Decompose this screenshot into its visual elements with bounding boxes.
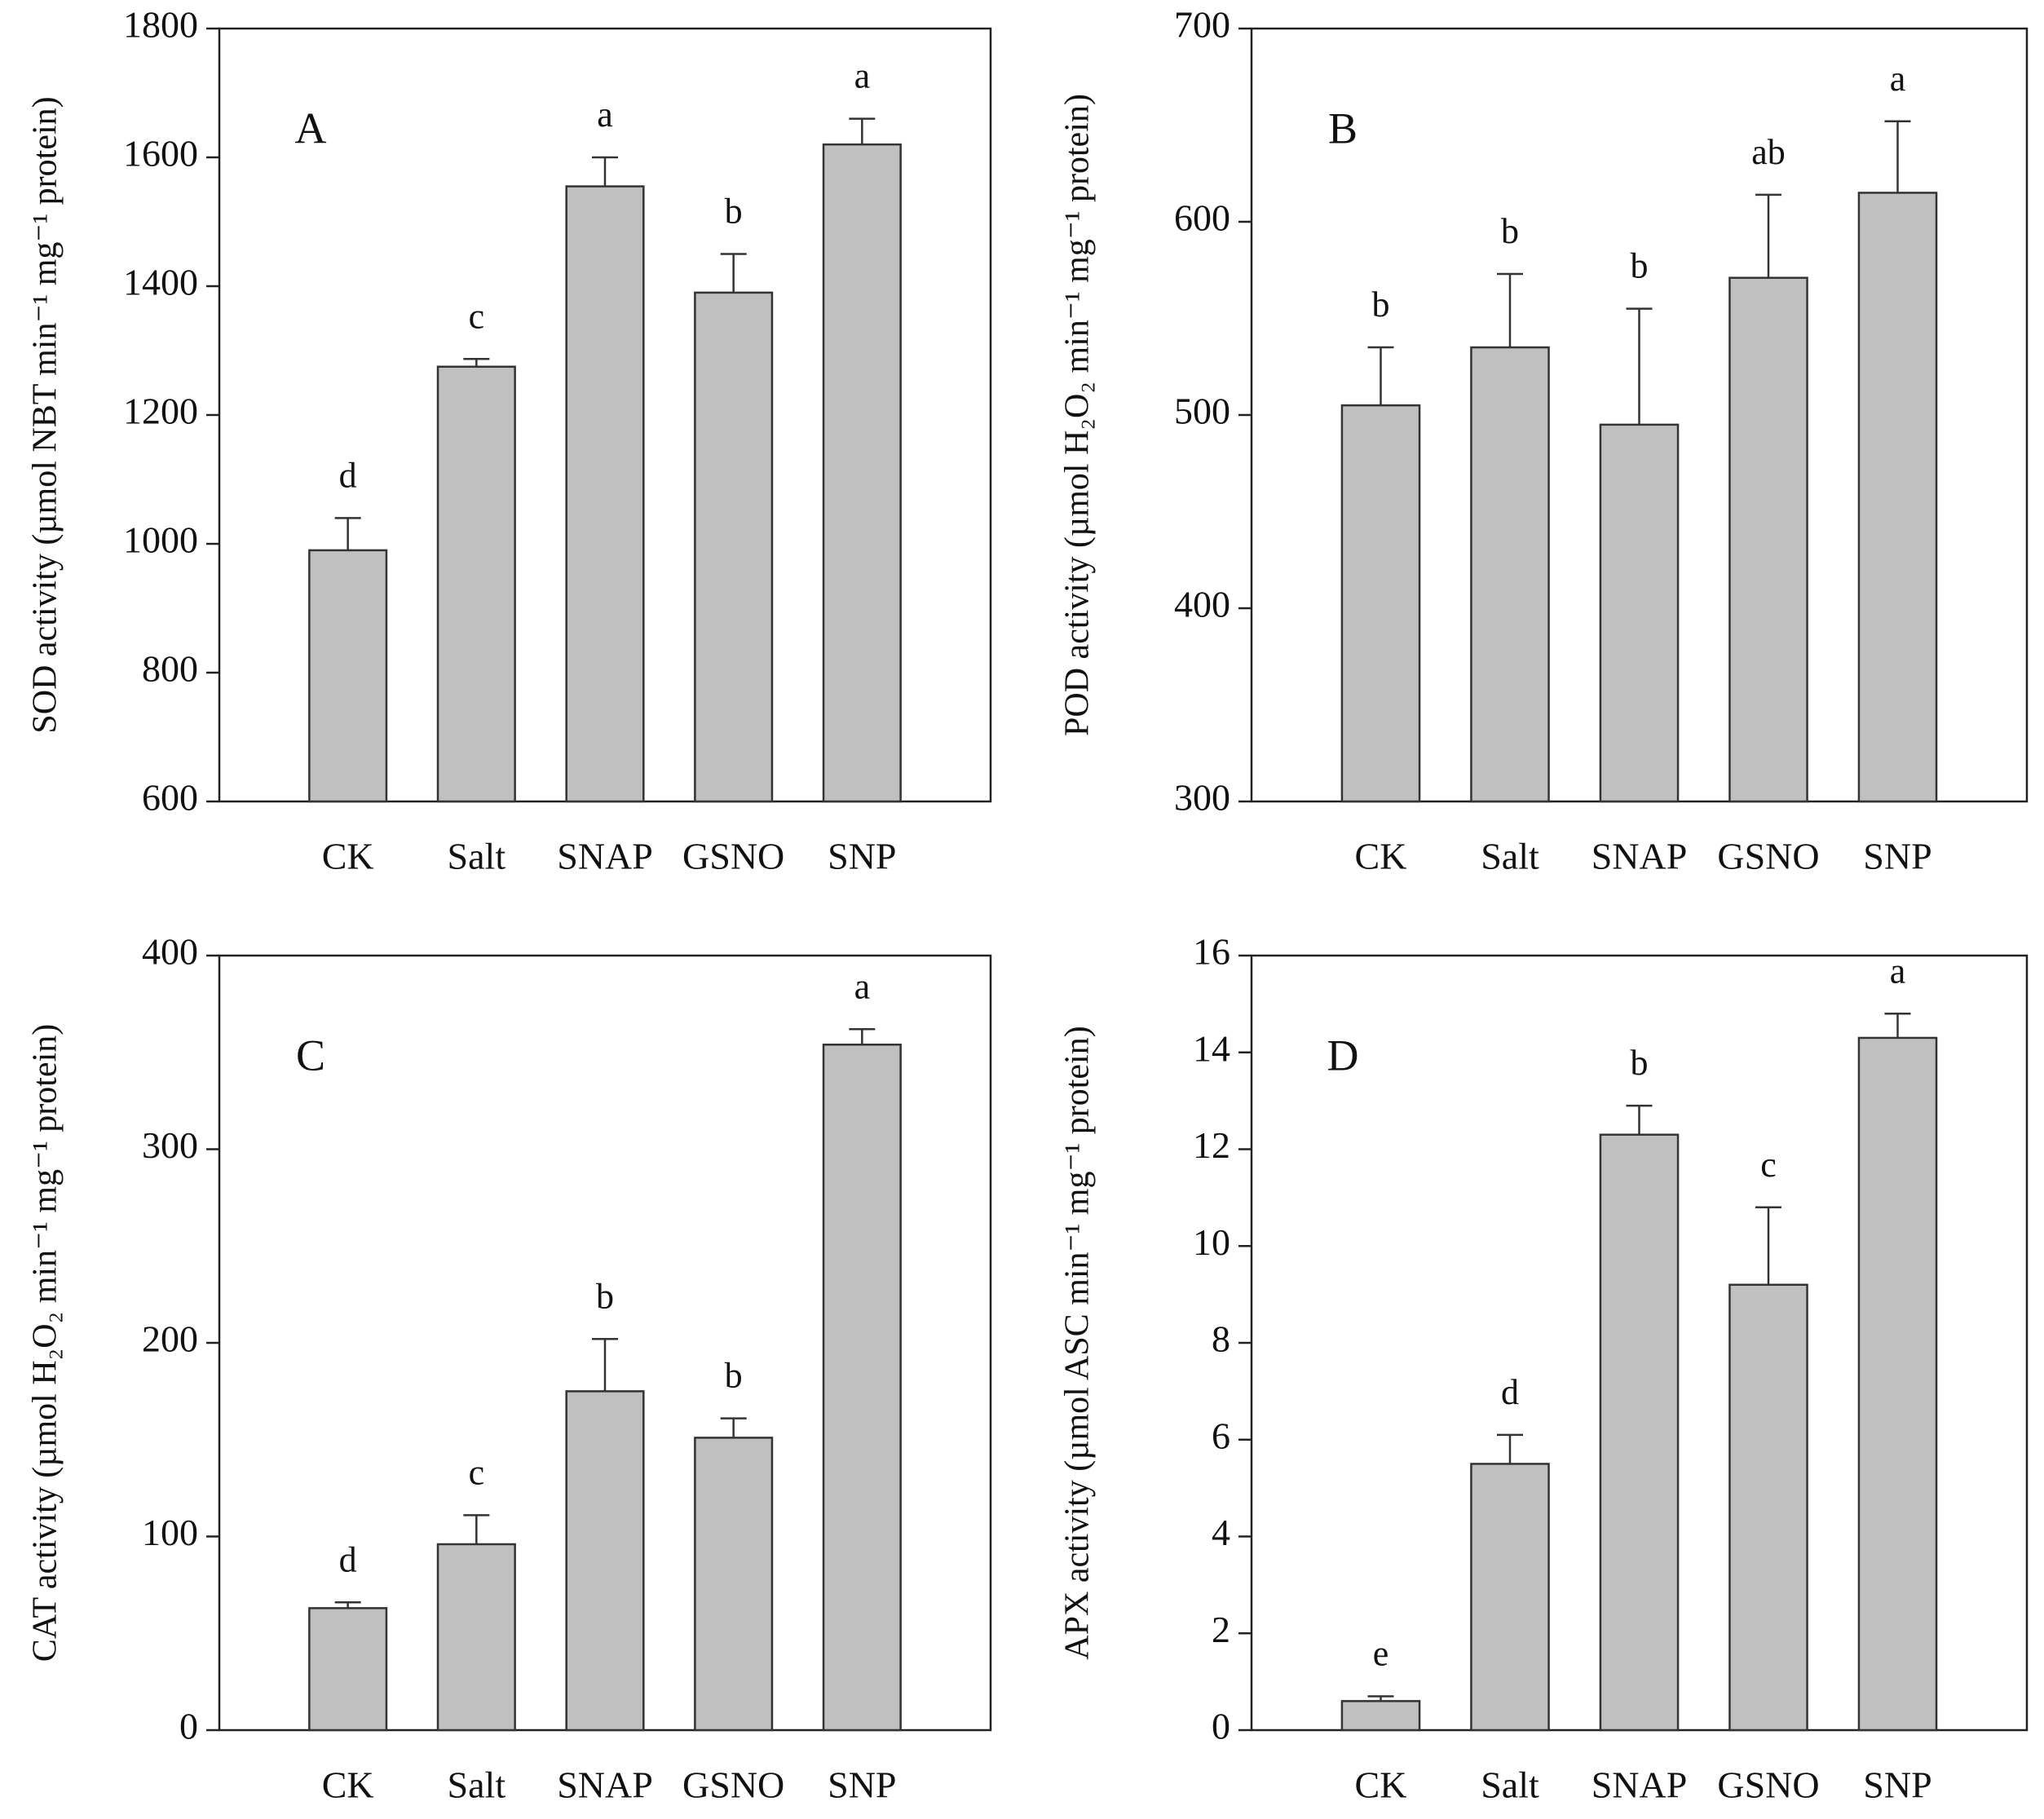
y-axis-label: POD activity (µmol H₂O₂ min⁻¹ mg⁻¹ prote… xyxy=(1059,94,1097,736)
significance-letter: b xyxy=(1372,285,1390,325)
bar xyxy=(565,1390,645,1732)
y-tick-label: 6 xyxy=(1212,1415,1230,1456)
y-tick-label: 14 xyxy=(1193,1027,1230,1069)
bar xyxy=(1470,346,1550,803)
significance-letter: e xyxy=(1373,1634,1389,1674)
bar xyxy=(1340,404,1421,803)
significance-letter: c xyxy=(469,296,485,336)
bar xyxy=(1728,1283,1808,1732)
bar xyxy=(1340,1700,1421,1732)
x-tick-label: SNP xyxy=(828,836,896,877)
bar xyxy=(308,549,388,803)
y-tick-label: 1800 xyxy=(123,4,198,46)
bar xyxy=(1599,423,1680,803)
x-tick-label: CK xyxy=(322,1764,374,1806)
y-tick-label: 1200 xyxy=(123,391,198,432)
x-tick-label: Salt xyxy=(1481,1764,1539,1806)
significance-letter: a xyxy=(597,95,613,135)
significance-letter: c xyxy=(469,1452,485,1492)
bar xyxy=(822,1044,902,1732)
y-tick-label: 800 xyxy=(142,648,198,690)
y-tick-label: 100 xyxy=(142,1512,198,1553)
y-axis-label: APX activity (µmol ASC min⁻¹ mg⁻¹ protei… xyxy=(1059,1026,1097,1659)
bar xyxy=(565,185,645,803)
y-tick-label: 200 xyxy=(142,1318,198,1360)
bar xyxy=(1857,1036,1938,1732)
significance-letter: b xyxy=(1501,211,1519,251)
x-tick-label: GSNO xyxy=(682,836,784,877)
x-tick-label: SNAP xyxy=(557,1764,653,1806)
y-tick-label: 1400 xyxy=(123,262,198,303)
significance-letter: b xyxy=(1631,1043,1649,1083)
y-tick-label: 1000 xyxy=(123,519,198,561)
x-tick-label: Salt xyxy=(448,1764,506,1806)
y-tick-label: 2 xyxy=(1212,1609,1230,1650)
y-tick-label: 16 xyxy=(1193,931,1230,973)
x-tick-label: GSNO xyxy=(1717,1764,1819,1806)
bar xyxy=(822,143,902,803)
bar xyxy=(1599,1133,1680,1732)
panel-label: C xyxy=(296,1031,325,1079)
panel-label: D xyxy=(1327,1031,1359,1079)
significance-letter: b xyxy=(596,1276,614,1316)
y-tick-label: 400 xyxy=(142,931,198,973)
significance-letter: c xyxy=(1760,1145,1777,1185)
significance-letter: b xyxy=(725,192,743,232)
x-tick-label: GSNO xyxy=(682,1764,784,1806)
y-tick-label: 12 xyxy=(1193,1124,1230,1166)
x-tick-label: SNP xyxy=(1863,1764,1931,1806)
bar xyxy=(1470,1463,1550,1732)
bar xyxy=(1857,192,1938,803)
bar xyxy=(436,365,516,803)
x-tick-label: SNAP xyxy=(557,836,653,877)
bar xyxy=(694,291,774,803)
significance-letter: a xyxy=(854,966,871,1006)
significance-letter: d xyxy=(1501,1372,1519,1412)
x-tick-label: Salt xyxy=(1481,836,1539,877)
panel-label: B xyxy=(1328,104,1358,152)
x-tick-label: SNP xyxy=(828,1764,896,1806)
y-tick-label: 600 xyxy=(142,777,198,819)
significance-letter: a xyxy=(1890,59,1906,99)
x-tick-label: GSNO xyxy=(1717,836,1819,877)
y-tick-label: 0 xyxy=(1212,1706,1230,1747)
y-tick-label: 4 xyxy=(1212,1512,1230,1553)
significance-letter: d xyxy=(339,1539,357,1579)
y-tick-label: 400 xyxy=(1174,584,1230,625)
significance-letter: b xyxy=(725,1356,743,1396)
significance-letter: b xyxy=(1631,246,1649,286)
y-tick-label: 300 xyxy=(142,1124,198,1166)
y-tick-label: 500 xyxy=(1174,391,1230,432)
bar xyxy=(694,1437,774,1732)
x-tick-label: CK xyxy=(1355,836,1407,877)
y-axis-label: CAT activity (µmol H₂O₂ min⁻¹ mg⁻¹ prote… xyxy=(27,1024,64,1662)
significance-letter: d xyxy=(339,455,357,495)
significance-letter: a xyxy=(854,56,871,96)
y-tick-label: 700 xyxy=(1174,4,1230,46)
y-tick-label: 8 xyxy=(1212,1318,1230,1360)
bar xyxy=(1728,276,1808,803)
y-tick-label: 300 xyxy=(1174,777,1230,819)
significance-letter: ab xyxy=(1751,132,1786,172)
y-tick-label: 1600 xyxy=(123,133,198,174)
bar xyxy=(308,1607,388,1732)
y-axis-label: SOD activity (µmol NBT min⁻¹ mg⁻¹ protei… xyxy=(27,96,64,733)
y-tick-label: 10 xyxy=(1193,1221,1230,1263)
x-tick-label: CK xyxy=(322,836,374,877)
x-tick-label: CK xyxy=(1355,1764,1407,1806)
significance-letter: a xyxy=(1890,951,1906,991)
x-tick-label: SNAP xyxy=(1591,836,1688,877)
x-tick-label: SNAP xyxy=(1591,1764,1688,1806)
x-tick-label: Salt xyxy=(448,836,506,877)
x-tick-label: SNP xyxy=(1863,836,1931,877)
bar xyxy=(436,1543,516,1732)
panel-label: A xyxy=(295,104,327,152)
y-tick-label: 600 xyxy=(1174,197,1230,239)
y-tick-label: 0 xyxy=(179,1706,198,1747)
